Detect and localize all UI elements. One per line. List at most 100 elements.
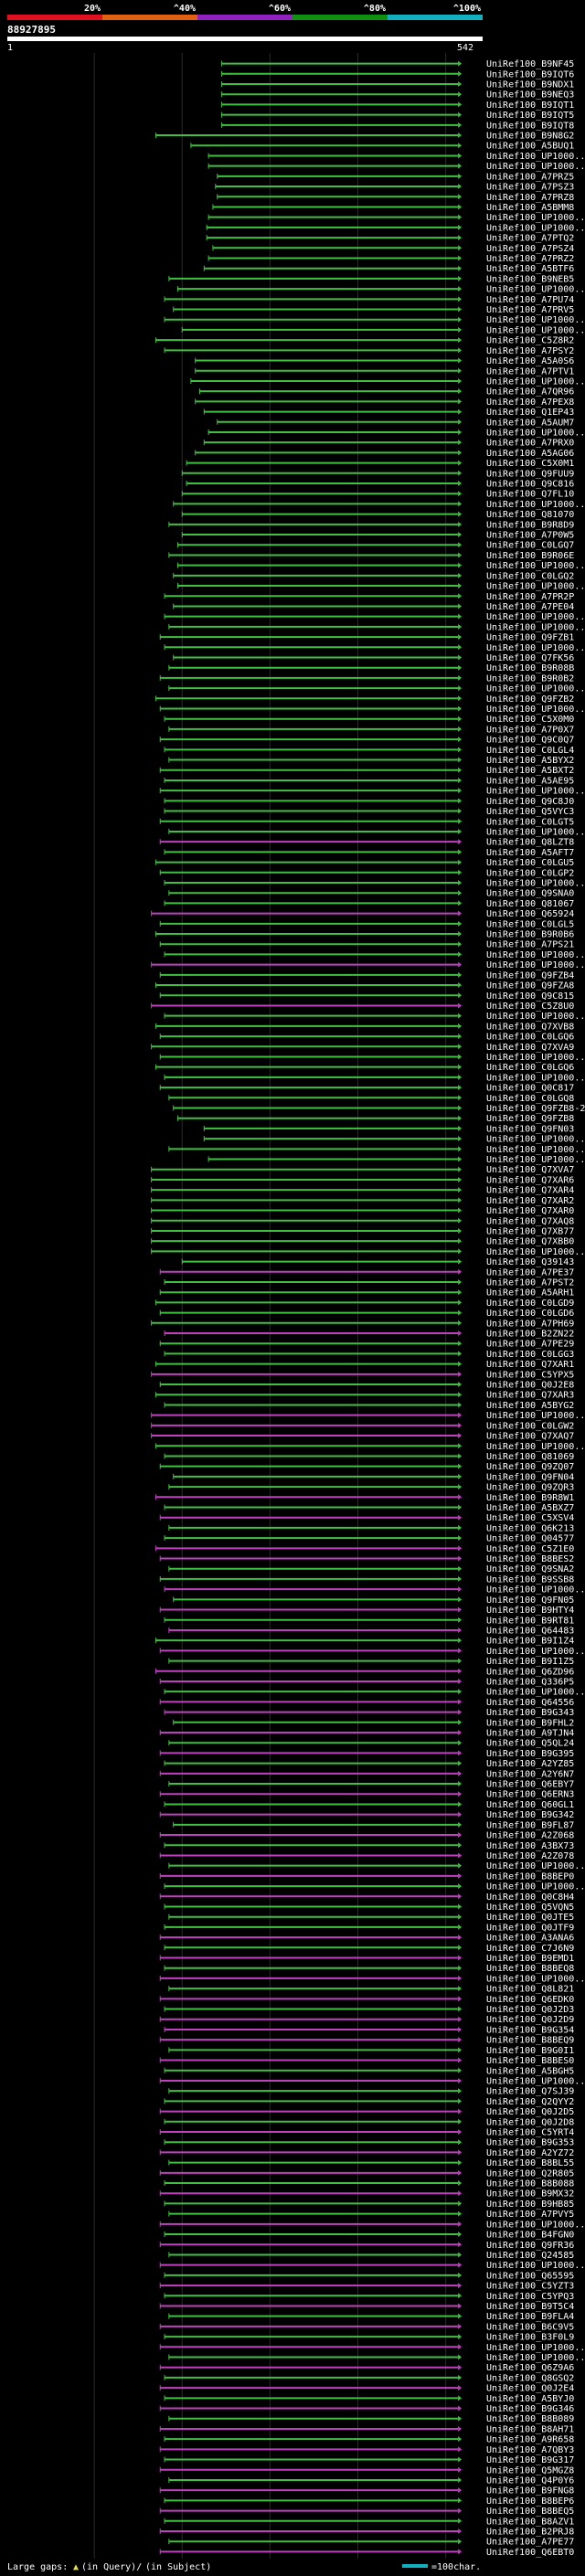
hit-label[interactable]: UniRef100_UP1000... xyxy=(486,213,585,223)
hit-label[interactable]: UniRef100_A7PE77 xyxy=(486,2538,574,2548)
hit-label[interactable]: UniRef100_B8BEQ5 xyxy=(486,2507,574,2517)
hit-label[interactable]: UniRef100_C7J6N9 xyxy=(486,1944,574,1954)
hit-label[interactable]: UniRef100_Q7XAR3 xyxy=(486,1391,574,1401)
hit-label[interactable]: UniRef100_A5BYJ0 xyxy=(486,2394,574,2404)
hit-label[interactable]: UniRef100_C0LGD6 xyxy=(486,1309,574,1319)
hit-label[interactable]: UniRef100_A7PVY5 xyxy=(486,2210,574,2220)
hit-label[interactable]: UniRef100_A5AE95 xyxy=(486,776,574,786)
hit-label[interactable]: UniRef100_UP1000... xyxy=(486,787,585,797)
hit-label[interactable]: UniRef100_A7PTQ2 xyxy=(486,234,574,244)
hit-label[interactable]: UniRef100_A7PTV1 xyxy=(486,366,574,376)
hit-label[interactable]: UniRef100_A7QBY3 xyxy=(486,2445,574,2455)
hit-label[interactable]: UniRef100_B9FNG8 xyxy=(486,2486,574,2496)
hit-label[interactable]: UniRef100_A7PSZ4 xyxy=(486,244,574,254)
hit-label[interactable]: UniRef100_Q0J2D8 xyxy=(486,2117,574,2127)
hit-label[interactable]: UniRef100_B8B088 xyxy=(486,2179,574,2189)
hit-label[interactable]: UniRef100_B9G353 xyxy=(486,2138,574,2148)
hit-label[interactable]: UniRef100_Q9FR36 xyxy=(486,2241,574,2251)
hit-label[interactable]: UniRef100_Q336P5 xyxy=(486,1677,574,1687)
hit-label[interactable]: UniRef100_B9R06E xyxy=(486,551,574,561)
hit-label[interactable]: UniRef100_Q7XBB0 xyxy=(486,1237,574,1247)
hit-label[interactable]: UniRef100_Q9C815 xyxy=(486,991,574,1002)
hit-label[interactable]: UniRef100_A2Z078 xyxy=(486,1851,574,1861)
hit-label[interactable]: UniRef100_B9IQT1 xyxy=(486,101,574,111)
hit-label[interactable]: UniRef100_A5BGH5 xyxy=(486,2066,574,2076)
hit-label[interactable]: UniRef100_Q9FN04 xyxy=(486,1472,574,1482)
hit-label[interactable]: UniRef100_C0LGP2 xyxy=(486,868,574,878)
hit-label[interactable]: UniRef100_UP1000... xyxy=(486,1688,585,1698)
hit-label[interactable]: UniRef100_Q7XAR1 xyxy=(486,1360,574,1370)
hit-label[interactable]: UniRef100_A7PRZ2 xyxy=(486,254,574,264)
hit-label[interactable]: UniRef100_UP1000... xyxy=(486,315,585,325)
hit-label[interactable]: UniRef100_Q7XVB8 xyxy=(486,1022,574,1032)
hit-label[interactable]: UniRef100_Q64483 xyxy=(486,1626,574,1636)
hit-label[interactable]: UniRef100_A2YZ85 xyxy=(486,1759,574,1769)
hit-label[interactable]: UniRef100_B9FLA4 xyxy=(486,2312,574,2322)
hit-label[interactable]: UniRef100_C5YPX5 xyxy=(486,1370,574,1380)
hit-label[interactable]: UniRef100_Q9SNA2 xyxy=(486,1564,574,1574)
hit-label[interactable]: UniRef100_Q81070 xyxy=(486,510,574,520)
hit-label[interactable]: UniRef100_UP1000... xyxy=(486,1861,585,1871)
hit-label[interactable]: UniRef100_C0LGT5 xyxy=(486,817,574,827)
hit-label[interactable]: UniRef100_B9NF45 xyxy=(486,59,574,69)
hit-label[interactable]: UniRef100_B9IQT6 xyxy=(486,69,574,80)
hit-label[interactable]: UniRef100_C0LGL4 xyxy=(486,746,574,756)
hit-label[interactable]: UniRef100_B6C9V5 xyxy=(486,2322,574,2332)
hit-label[interactable]: UniRef100_Q6K213 xyxy=(486,1523,574,1533)
hit-label[interactable]: UniRef100_Q7XAQ7 xyxy=(486,1432,574,1442)
hit-label[interactable]: UniRef100_C5XSV4 xyxy=(486,1513,574,1523)
hit-label[interactable]: UniRef100_A5BXZ7 xyxy=(486,1503,574,1513)
hit-label[interactable]: UniRef100_Q5VQN5 xyxy=(486,1903,574,1913)
hit-label[interactable]: UniRef100_UP1000... xyxy=(486,500,585,510)
hit-label[interactable]: UniRef100_B8BEQ8 xyxy=(486,1964,574,1974)
hit-label[interactable]: UniRef100_Q1EP43 xyxy=(486,408,574,418)
hit-label[interactable]: UniRef100_C0LGL5 xyxy=(486,919,574,929)
hit-label[interactable]: UniRef100_Q9FZB1 xyxy=(486,633,574,643)
hit-label[interactable]: UniRef100_Q9FN05 xyxy=(486,1595,574,1606)
hit-label[interactable]: UniRef100_B2PRJ8 xyxy=(486,2527,574,2537)
hit-label[interactable]: UniRef100_B9IQT8 xyxy=(486,121,574,131)
hit-label[interactable]: UniRef100_B9I1Z4 xyxy=(486,1637,574,1647)
hit-label[interactable]: UniRef100_C5X0M0 xyxy=(486,715,574,725)
hit-label[interactable]: UniRef100_B9NDX1 xyxy=(486,80,574,90)
hit-label[interactable]: UniRef100_UP1000... xyxy=(486,705,585,715)
hit-label[interactable]: UniRef100_B9FHL2 xyxy=(486,1718,574,1728)
hit-label[interactable]: UniRef100_UP1000... xyxy=(486,950,585,960)
hit-label[interactable]: UniRef100_Q9C816 xyxy=(486,480,574,490)
hit-label[interactable]: UniRef100_B8BEQ9 xyxy=(486,2036,574,2046)
hit-label[interactable]: UniRef100_C0LGD9 xyxy=(486,1299,574,1309)
hit-label[interactable]: UniRef100_A7PRZ8 xyxy=(486,193,574,203)
hit-label[interactable]: UniRef100_A7QR96 xyxy=(486,387,574,398)
hit-label[interactable]: UniRef100_A7PE29 xyxy=(486,1340,574,1350)
hit-label[interactable]: UniRef100_B9SSB8 xyxy=(486,1574,574,1585)
hit-label[interactable]: UniRef100_A3BX73 xyxy=(486,1841,574,1851)
hit-label[interactable]: UniRef100_Q6EBY7 xyxy=(486,1780,574,1790)
hit-label[interactable]: UniRef100_UP1000... xyxy=(486,827,585,837)
hit-label[interactable]: UniRef100_Q6ZD96 xyxy=(486,1667,574,1677)
hit-label[interactable]: UniRef100_Q7XAQ8 xyxy=(486,1216,574,1226)
hit-label[interactable]: UniRef100_UP1000... xyxy=(486,1974,585,1984)
hit-label[interactable]: UniRef100_B8BEP6 xyxy=(486,2496,574,2507)
hit-label[interactable]: UniRef100_Q9ZQ07 xyxy=(486,1462,574,1472)
hit-label[interactable]: UniRef100_UP1000... xyxy=(486,152,585,162)
hit-label[interactable]: UniRef100_UP1000... xyxy=(486,162,585,172)
hit-label[interactable]: UniRef100_UP1000... xyxy=(486,1155,585,1165)
hit-label[interactable]: UniRef100_Q7XAR2 xyxy=(486,1196,574,1206)
hit-label[interactable]: UniRef100_Q7XAR4 xyxy=(486,1186,574,1196)
hit-label[interactable]: UniRef100_B9G317 xyxy=(486,2455,574,2465)
hit-label[interactable]: UniRef100_UP1000... xyxy=(486,223,585,233)
hit-label[interactable]: UniRef100_B9MX32 xyxy=(486,2189,574,2200)
hit-label[interactable]: UniRef100_UP1000... xyxy=(486,1012,585,1022)
hit-label[interactable]: UniRef100_UP1000... xyxy=(486,1247,585,1257)
hit-label[interactable]: UniRef100_Q9FZB8 xyxy=(486,1114,574,1124)
hit-label[interactable]: UniRef100_A7PST2 xyxy=(486,1277,574,1288)
hit-label[interactable]: UniRef100_B9R0B2 xyxy=(486,673,574,684)
hit-label[interactable]: UniRef100_UP1000... xyxy=(486,1135,585,1145)
hit-label[interactable]: UniRef100_Q9C0Q7 xyxy=(486,736,574,746)
hit-label[interactable]: UniRef100_UP1000... xyxy=(486,684,585,694)
hit-label[interactable]: UniRef100_Q9ZQR3 xyxy=(486,1483,574,1493)
hit-label[interactable]: UniRef100_A5AUM7 xyxy=(486,418,574,428)
hit-label[interactable]: UniRef100_A2Y6N7 xyxy=(486,1769,574,1779)
hit-label[interactable]: UniRef100_B8BES0 xyxy=(486,2056,574,2066)
hit-label[interactable]: UniRef100_B8AZV1 xyxy=(486,2517,574,2527)
